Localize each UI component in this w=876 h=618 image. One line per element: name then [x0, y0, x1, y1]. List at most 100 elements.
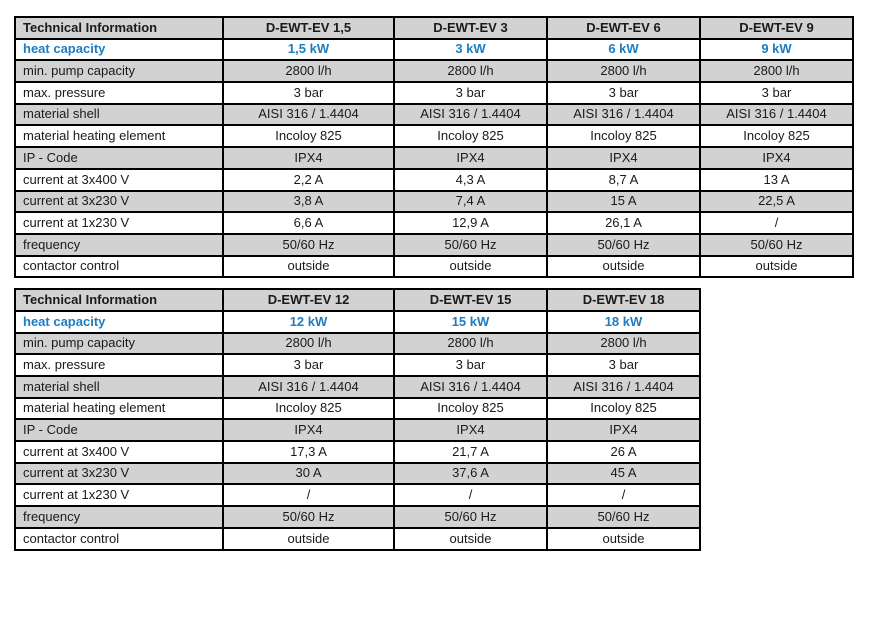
- row-label-cell: current at 3x400 V: [14, 167, 224, 192]
- value-cell: IPX4: [393, 418, 548, 443]
- header-model-cell: D-EWT-EV 1,5: [222, 16, 395, 40]
- value-cell: 12 kW: [222, 309, 395, 334]
- value-cell: 3 bar: [393, 353, 548, 377]
- value-cell: IPX4: [393, 146, 548, 170]
- value-cell: 1,5 kW: [222, 37, 395, 62]
- row-label-cell: current at 3x400 V: [14, 440, 224, 464]
- row-label-cell: max. pressure: [14, 81, 224, 105]
- value-cell: 22,5 A: [699, 189, 854, 214]
- value-cell: 26 A: [546, 440, 701, 464]
- table-row: material shell AISI 316 / 1.4404 AISI 316 …: [14, 375, 701, 399]
- row-label-cell: min. pump capacity: [14, 59, 224, 84]
- row-label-cell: current at 3x230 V: [14, 461, 224, 486]
- value-cell: AISI 316 / 1.4404: [393, 102, 548, 127]
- table-row: heat capacity 12 kW 15 kW 18 kW: [14, 309, 701, 334]
- value-cell: Incoloy 825: [546, 396, 701, 421]
- value-cell: outside: [699, 254, 854, 279]
- header-label-cell: Technical Information: [14, 16, 224, 40]
- value-cell: 37,6 A: [393, 461, 548, 486]
- header-model-cell: D-EWT-EV 15: [393, 288, 548, 312]
- table-row: current at 3x230 V 30 A 37,6 A 45 A: [14, 461, 701, 486]
- value-cell: outside: [546, 526, 701, 551]
- row-label-cell: current at 3x230 V: [14, 189, 224, 214]
- value-cell: 50/60 Hz: [699, 232, 854, 257]
- value-cell: 2,2 A: [222, 167, 395, 192]
- table-row: contactor control outside outside outside ou…: [14, 254, 854, 279]
- row-label-cell: material heating element: [14, 396, 224, 421]
- value-cell: Incoloy 825: [222, 396, 395, 421]
- table-row: heat capacity 1,5 kW 3 kW 6 kW 9 kW: [14, 37, 854, 62]
- row-label-cell: IP - Code: [14, 418, 224, 443]
- value-cell: AISI 316 / 1.4404: [699, 102, 854, 127]
- value-cell: 6,6 A: [222, 211, 395, 235]
- value-cell: 8,7 A: [546, 167, 701, 192]
- value-cell: 3 bar: [222, 353, 395, 377]
- table-row: max. pressure 3 bar 3 bar 3 bar: [14, 353, 701, 377]
- value-cell: 2800 l/h: [222, 59, 395, 84]
- value-cell: AISI 316 / 1.4404: [546, 375, 701, 399]
- value-cell: 50/60 Hz: [546, 232, 701, 257]
- value-cell: outside: [222, 526, 395, 551]
- table-row: material heating element Incoloy 825 Incol…: [14, 396, 701, 421]
- table-row: current at 1x230 V 6,6 A 12,9 A 26,1 A /: [14, 211, 854, 235]
- value-cell: 30 A: [222, 461, 395, 486]
- value-cell: 15 A: [546, 189, 701, 214]
- row-label-cell: material shell: [14, 375, 224, 399]
- value-cell: AISI 316 / 1.4404: [393, 375, 548, 399]
- value-cell: 4,3 A: [393, 167, 548, 192]
- value-cell: 6 kW: [546, 37, 701, 62]
- row-label-cell: IP - Code: [14, 146, 224, 170]
- value-cell: 50/60 Hz: [393, 232, 548, 257]
- table-row: current at 1x230 V / / /: [14, 483, 701, 508]
- header-label-cell: Technical Information: [14, 288, 224, 312]
- value-cell: IPX4: [222, 146, 395, 170]
- value-cell: 17,3 A: [222, 440, 395, 464]
- table-row: current at 3x230 V 3,8 A 7,4 A 15 A 22,5 A: [14, 189, 854, 214]
- value-cell: 2800 l/h: [699, 59, 854, 84]
- value-cell: /: [222, 483, 395, 508]
- value-cell: IPX4: [222, 418, 395, 443]
- table-row: max. pressure 3 bar 3 bar 3 bar 3 bar: [14, 81, 854, 105]
- value-cell: 18 kW: [546, 309, 701, 334]
- row-label-cell: frequency: [14, 232, 224, 257]
- table-row: min. pump capacity 2800 l/h 2800 l/h 2800 l…: [14, 59, 854, 84]
- row-label-cell: material heating element: [14, 124, 224, 149]
- row-label-cell: contactor control: [14, 526, 224, 551]
- value-cell: 2800 l/h: [393, 331, 548, 356]
- value-cell: outside: [393, 254, 548, 279]
- table-row: contactor control outside outside outside: [14, 526, 701, 551]
- value-cell: 3 kW: [393, 37, 548, 62]
- row-label-cell: heat capacity: [14, 37, 224, 62]
- table-row: IP - Code IPX4 IPX4 IPX4: [14, 418, 701, 443]
- table-row: material heating element Incoloy 825 Incol…: [14, 124, 854, 149]
- value-cell: 50/60 Hz: [393, 505, 548, 529]
- table-row: IP - Code IPX4 IPX4 IPX4 IPX4: [14, 146, 854, 170]
- table-row: material shell AISI 316 / 1.4404 AISI 316 …: [14, 102, 854, 127]
- value-cell: 3 bar: [393, 81, 548, 105]
- value-cell: Incoloy 825: [546, 124, 701, 149]
- value-cell: /: [393, 483, 548, 508]
- table-row: frequency 50/60 Hz 50/60 Hz 50/60 Hz 50/60 H…: [14, 232, 854, 257]
- value-cell: 21,7 A: [393, 440, 548, 464]
- header-model-cell: D-EWT-EV 9: [699, 16, 854, 40]
- header-row: Technical Information D-EWT-EV 12 D-EWT-EV…: [14, 288, 701, 312]
- row-label-cell: min. pump capacity: [14, 331, 224, 356]
- value-cell: AISI 316 / 1.4404: [546, 102, 701, 127]
- value-cell: 3 bar: [699, 81, 854, 105]
- value-cell: AISI 316 / 1.4404: [222, 102, 395, 127]
- header-model-cell: D-EWT-EV 18: [546, 288, 701, 312]
- row-label-cell: contactor control: [14, 254, 224, 279]
- value-cell: 50/60 Hz: [222, 232, 395, 257]
- header-row: Technical Information D-EWT-EV 1,5 D-EWT-E…: [14, 16, 854, 40]
- value-cell: 2800 l/h: [222, 331, 395, 356]
- value-cell: 26,1 A: [546, 211, 701, 235]
- value-cell: IPX4: [699, 146, 854, 170]
- header-model-cell: D-EWT-EV 3: [393, 16, 548, 40]
- row-label-cell: max. pressure: [14, 353, 224, 377]
- value-cell: 50/60 Hz: [222, 505, 395, 529]
- value-cell: 15 kW: [393, 309, 548, 334]
- value-cell: outside: [222, 254, 395, 279]
- value-cell: 3 bar: [546, 353, 701, 377]
- header-model-cell: D-EWT-EV 12: [222, 288, 395, 312]
- value-cell: IPX4: [546, 146, 701, 170]
